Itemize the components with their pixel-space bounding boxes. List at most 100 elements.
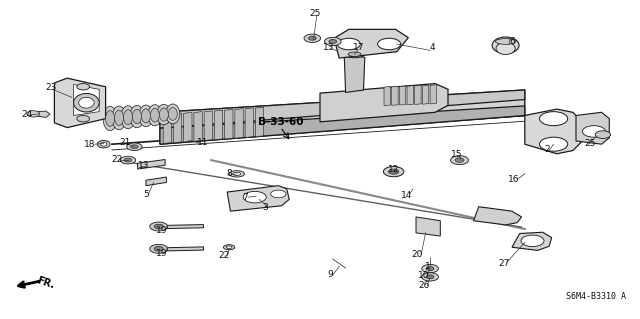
Ellipse shape xyxy=(492,37,519,54)
Text: 21: 21 xyxy=(120,138,131,147)
Ellipse shape xyxy=(344,51,365,58)
Circle shape xyxy=(582,126,605,137)
Text: 3: 3 xyxy=(263,203,268,212)
Ellipse shape xyxy=(141,109,150,123)
Polygon shape xyxy=(245,108,253,137)
Polygon shape xyxy=(138,160,165,169)
Circle shape xyxy=(77,84,90,90)
Polygon shape xyxy=(235,108,243,138)
Text: 20: 20 xyxy=(412,250,423,259)
Circle shape xyxy=(77,115,90,122)
Polygon shape xyxy=(430,85,436,104)
Text: 24: 24 xyxy=(21,110,33,119)
Circle shape xyxy=(383,167,404,177)
Ellipse shape xyxy=(233,172,241,175)
Circle shape xyxy=(426,267,434,271)
Text: 6: 6 xyxy=(509,37,515,46)
Polygon shape xyxy=(416,217,440,236)
Ellipse shape xyxy=(139,105,153,127)
Circle shape xyxy=(308,36,316,40)
Circle shape xyxy=(124,158,132,162)
Ellipse shape xyxy=(124,110,132,125)
Text: 16: 16 xyxy=(508,175,520,184)
Ellipse shape xyxy=(227,246,232,249)
Circle shape xyxy=(337,38,360,50)
Text: 5: 5 xyxy=(143,190,148,199)
Ellipse shape xyxy=(223,245,235,250)
Ellipse shape xyxy=(148,105,162,126)
Text: 17: 17 xyxy=(353,43,364,52)
Polygon shape xyxy=(407,85,413,105)
Circle shape xyxy=(378,38,401,50)
Circle shape xyxy=(422,273,438,281)
Text: 25: 25 xyxy=(310,9,321,18)
Text: 15: 15 xyxy=(451,150,463,159)
Ellipse shape xyxy=(115,110,124,126)
Circle shape xyxy=(521,235,544,247)
Ellipse shape xyxy=(79,97,94,108)
Polygon shape xyxy=(32,111,50,117)
Circle shape xyxy=(304,34,321,42)
Ellipse shape xyxy=(229,171,244,177)
Ellipse shape xyxy=(100,142,107,146)
Ellipse shape xyxy=(132,109,141,124)
Text: 22: 22 xyxy=(218,251,230,260)
Polygon shape xyxy=(392,86,398,105)
Circle shape xyxy=(324,37,341,46)
Polygon shape xyxy=(422,85,429,104)
Text: 22: 22 xyxy=(111,155,123,164)
Polygon shape xyxy=(334,29,408,58)
Polygon shape xyxy=(184,112,192,142)
Polygon shape xyxy=(255,107,264,137)
Ellipse shape xyxy=(130,105,144,128)
Circle shape xyxy=(388,169,399,174)
Polygon shape xyxy=(159,225,204,229)
Polygon shape xyxy=(525,109,582,154)
Circle shape xyxy=(150,222,168,231)
Ellipse shape xyxy=(157,104,171,125)
Circle shape xyxy=(120,156,136,164)
Polygon shape xyxy=(146,177,166,186)
Text: 13: 13 xyxy=(323,43,335,52)
Polygon shape xyxy=(173,113,182,143)
Circle shape xyxy=(422,264,438,273)
Circle shape xyxy=(426,275,434,279)
Ellipse shape xyxy=(495,39,516,44)
Text: 27: 27 xyxy=(499,259,510,268)
Ellipse shape xyxy=(121,106,135,129)
Text: 11: 11 xyxy=(196,138,208,147)
Ellipse shape xyxy=(106,111,115,126)
Circle shape xyxy=(271,190,286,198)
Text: 25: 25 xyxy=(584,139,596,148)
Ellipse shape xyxy=(496,42,515,55)
Ellipse shape xyxy=(97,140,110,148)
Polygon shape xyxy=(474,207,522,225)
Ellipse shape xyxy=(348,52,361,56)
Text: 23: 23 xyxy=(45,83,57,92)
Polygon shape xyxy=(74,85,99,115)
Circle shape xyxy=(540,137,568,151)
Circle shape xyxy=(127,143,142,151)
Polygon shape xyxy=(576,112,609,144)
Circle shape xyxy=(540,112,568,126)
Polygon shape xyxy=(512,232,552,250)
Text: FR.: FR. xyxy=(35,276,56,291)
Text: 26: 26 xyxy=(418,281,429,290)
Circle shape xyxy=(243,191,266,203)
Polygon shape xyxy=(160,90,525,128)
Ellipse shape xyxy=(159,108,168,121)
Polygon shape xyxy=(415,85,421,105)
Text: 18: 18 xyxy=(84,140,95,149)
Text: 13: 13 xyxy=(138,161,149,170)
Text: S6M4-B3310 A: S6M4-B3310 A xyxy=(566,293,626,301)
Circle shape xyxy=(455,158,464,162)
Text: 14: 14 xyxy=(401,191,412,200)
Circle shape xyxy=(329,40,337,43)
Polygon shape xyxy=(225,109,233,139)
Text: B-33-60: B-33-60 xyxy=(257,117,303,127)
Ellipse shape xyxy=(166,104,180,124)
Text: 12: 12 xyxy=(388,165,399,174)
Text: 7: 7 xyxy=(243,193,248,202)
Polygon shape xyxy=(204,111,212,141)
Polygon shape xyxy=(227,186,289,211)
